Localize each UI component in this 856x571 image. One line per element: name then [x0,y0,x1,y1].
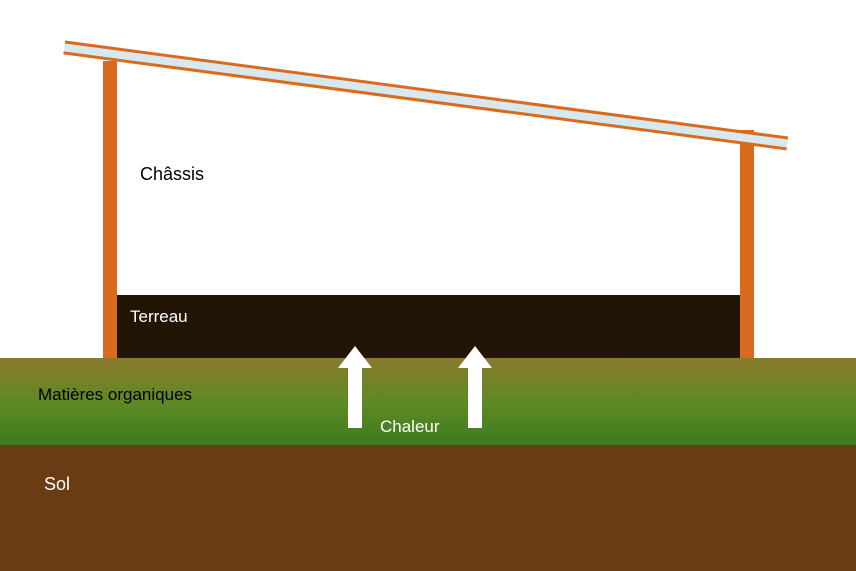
frame-roof-edge-top [65,42,788,138]
frame-post-right [740,130,754,358]
label-chassis: Châssis [140,164,204,184]
frame-roof [64,42,788,149]
label-chaleur: Chaleur [380,417,440,436]
frame-roof-edge-bottom [64,53,787,149]
layer-terreau [115,295,745,358]
label-sol: Sol [44,474,70,494]
layer-sol [0,445,856,571]
frame-post-left [103,61,117,358]
label-terreau: Terreau [130,307,188,326]
label-matieres: Matières organiques [38,385,192,404]
